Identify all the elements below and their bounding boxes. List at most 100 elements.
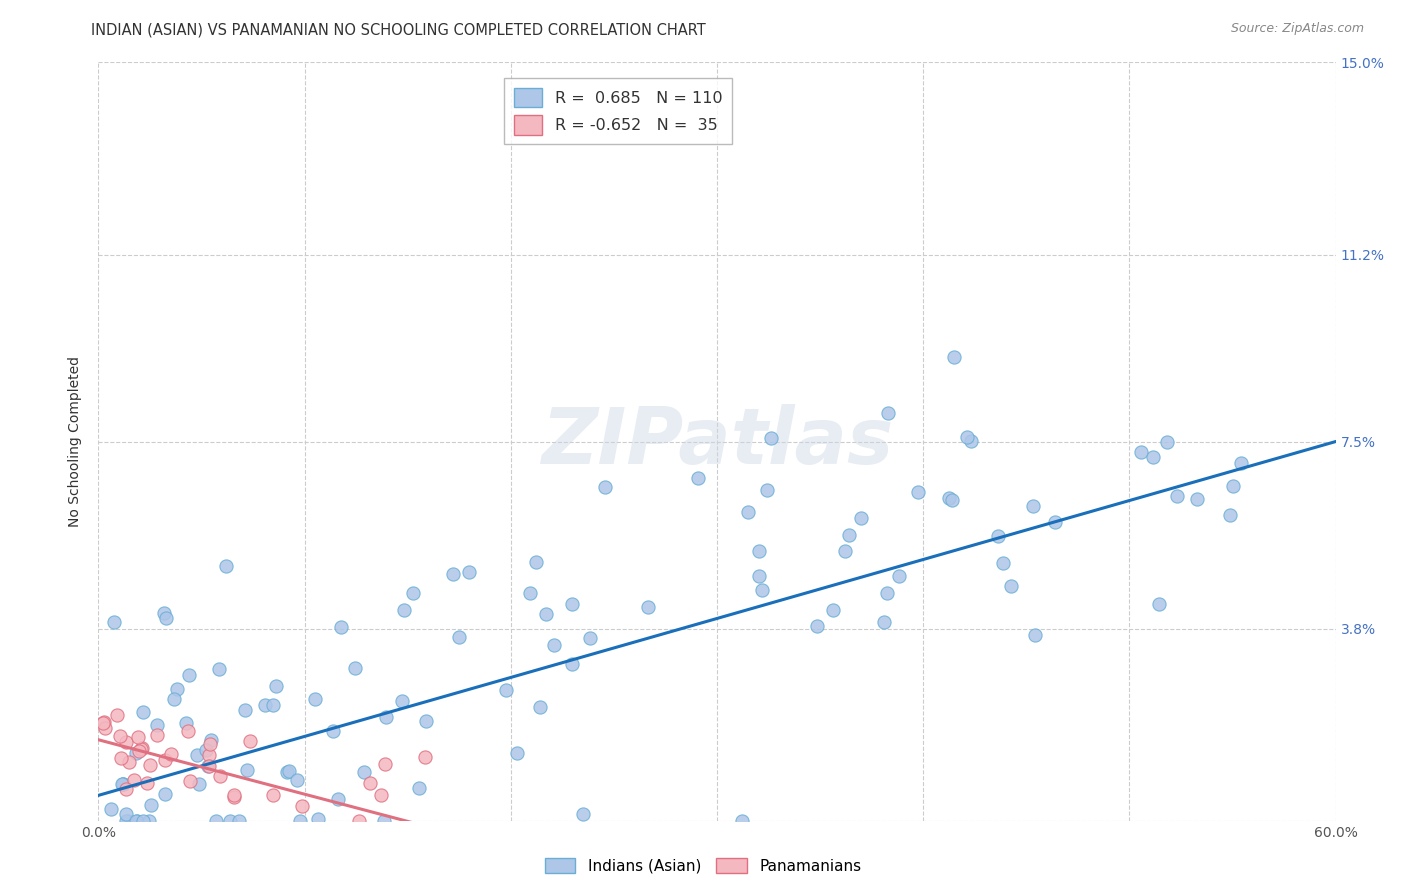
Point — [1156, 435, 1178, 450]
Point — [402, 585, 425, 599]
Text: INDIAN (ASIAN) VS PANAMANIAN NO SCHOOLING COMPLETED CORRELATION CHART: INDIAN (ASIAN) VS PANAMANIAN NO SCHOOLIN… — [91, 22, 706, 37]
Point — [187, 777, 209, 791]
Point — [127, 730, 149, 744]
Point — [204, 814, 226, 828]
Point — [328, 791, 350, 805]
Point — [276, 764, 298, 779]
Point — [529, 700, 551, 714]
Point — [347, 814, 370, 828]
Point — [887, 568, 910, 582]
Point — [392, 603, 415, 617]
Point — [174, 716, 197, 731]
Point — [834, 544, 856, 558]
Point — [806, 619, 828, 633]
Point — [304, 692, 326, 706]
Point — [1022, 499, 1045, 513]
Point — [561, 597, 583, 611]
Point — [373, 814, 395, 828]
Point — [197, 748, 219, 763]
Y-axis label: No Schooling Completed: No Schooling Completed — [69, 356, 83, 527]
Point — [637, 599, 659, 614]
Point — [93, 714, 115, 729]
Point — [285, 772, 308, 787]
Point — [307, 812, 329, 826]
Point — [849, 511, 872, 525]
Point — [222, 789, 245, 804]
Point — [235, 764, 257, 778]
Point — [110, 729, 132, 743]
Legend: Indians (Asian), Panamanians: Indians (Asian), Panamanians — [538, 852, 868, 880]
Point — [359, 776, 381, 790]
Point — [943, 351, 966, 365]
Point — [177, 724, 200, 739]
Point — [114, 734, 136, 748]
Point — [959, 434, 981, 448]
Point — [1130, 445, 1153, 459]
Point — [153, 606, 176, 620]
Point — [737, 505, 759, 519]
Point — [291, 799, 314, 814]
Point — [197, 758, 219, 772]
Point — [209, 769, 232, 783]
Point — [200, 732, 222, 747]
Point — [375, 710, 398, 724]
Point — [110, 751, 132, 765]
Point — [1166, 489, 1188, 503]
Point — [748, 544, 770, 558]
Point — [132, 705, 155, 719]
Point — [114, 806, 136, 821]
Point — [938, 491, 960, 505]
Point — [877, 406, 900, 420]
Point — [756, 483, 779, 498]
Point — [112, 777, 135, 791]
Point — [131, 741, 153, 756]
Point — [215, 558, 238, 573]
Point — [138, 814, 160, 828]
Point — [561, 657, 583, 671]
Point — [458, 565, 481, 579]
Point — [179, 774, 201, 789]
Point — [128, 744, 150, 758]
Point — [441, 566, 464, 581]
Point — [139, 797, 162, 812]
Point — [235, 703, 257, 717]
Point — [155, 753, 177, 767]
Point — [447, 630, 470, 644]
Point — [290, 814, 312, 828]
Point — [153, 787, 176, 801]
Point — [103, 615, 125, 629]
Point — [391, 694, 413, 708]
Point — [1230, 456, 1253, 470]
Point — [208, 662, 231, 676]
Point — [579, 631, 602, 645]
Point — [278, 764, 301, 778]
Point — [759, 431, 782, 445]
Point — [987, 529, 1010, 543]
Point — [1222, 479, 1244, 493]
Point — [100, 802, 122, 816]
Point — [1045, 515, 1067, 529]
Point — [748, 569, 770, 583]
Point — [163, 692, 186, 706]
Point — [1142, 450, 1164, 464]
Point — [94, 721, 117, 735]
Point — [124, 772, 146, 787]
Point — [228, 814, 250, 828]
Point — [186, 747, 208, 762]
Point — [543, 638, 565, 652]
Point — [125, 814, 148, 828]
Point — [751, 582, 773, 597]
Point — [112, 777, 135, 791]
Point — [254, 698, 277, 713]
Point — [524, 555, 547, 569]
Point — [415, 714, 437, 729]
Point — [160, 747, 183, 761]
Point — [730, 814, 752, 828]
Point — [219, 814, 242, 828]
Point — [876, 586, 898, 600]
Point — [686, 471, 709, 485]
Point — [823, 603, 845, 617]
Point — [198, 758, 221, 772]
Point — [956, 430, 979, 444]
Point — [132, 814, 155, 828]
